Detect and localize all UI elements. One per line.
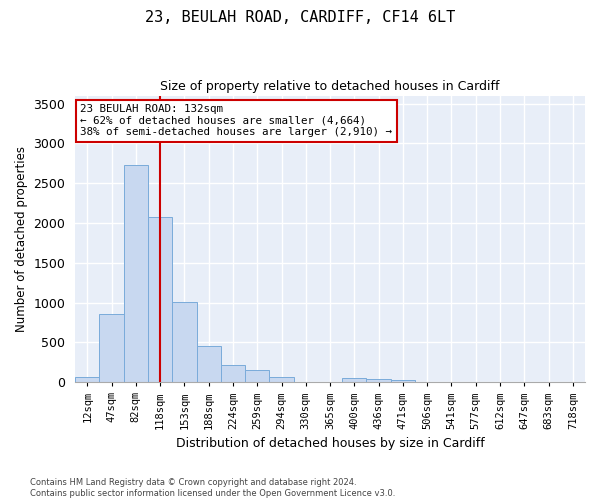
Bar <box>342 378 367 382</box>
Text: Contains HM Land Registry data © Crown copyright and database right 2024.
Contai: Contains HM Land Registry data © Crown c… <box>30 478 395 498</box>
Text: 23, BEULAH ROAD, CARDIFF, CF14 6LT: 23, BEULAH ROAD, CARDIFF, CF14 6LT <box>145 10 455 25</box>
Bar <box>100 314 124 382</box>
Bar <box>367 378 391 382</box>
Title: Size of property relative to detached houses in Cardiff: Size of property relative to detached ho… <box>160 80 500 93</box>
Bar <box>124 165 148 382</box>
Bar <box>269 377 293 382</box>
Bar <box>75 378 100 382</box>
Bar <box>172 302 197 382</box>
Bar <box>221 366 245 382</box>
Bar <box>148 216 172 382</box>
Bar <box>245 370 269 382</box>
Bar <box>391 380 415 382</box>
Y-axis label: Number of detached properties: Number of detached properties <box>15 146 28 332</box>
Bar <box>197 346 221 382</box>
X-axis label: Distribution of detached houses by size in Cardiff: Distribution of detached houses by size … <box>176 437 484 450</box>
Text: 23 BEULAH ROAD: 132sqm
← 62% of detached houses are smaller (4,664)
38% of semi-: 23 BEULAH ROAD: 132sqm ← 62% of detached… <box>80 104 392 138</box>
